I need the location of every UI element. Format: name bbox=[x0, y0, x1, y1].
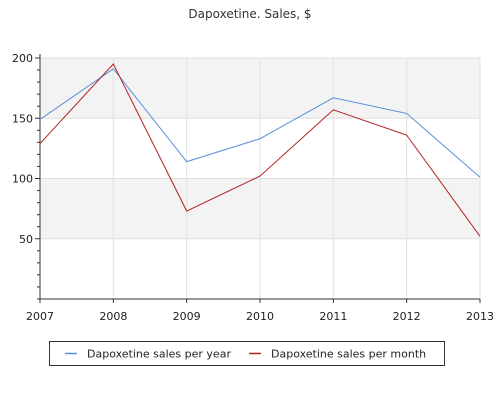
x-tick-label-2009: 2009 bbox=[173, 310, 201, 323]
x-tick-label-2013: 2013 bbox=[466, 310, 494, 323]
legend-label-1: Dapoxetine sales per month bbox=[271, 348, 426, 361]
series-line-1 bbox=[39, 63, 481, 237]
x-tick-label-2012: 2012 bbox=[393, 310, 421, 323]
x-axis-ticks: 2007 2008 2009 2010 2011 2012 2013 bbox=[26, 299, 494, 323]
series-line-0 bbox=[39, 68, 481, 178]
y-tick-label-100: 100 bbox=[12, 173, 33, 186]
x-tick-label-2008: 2008 bbox=[99, 310, 127, 323]
y-tick-label-150: 150 bbox=[12, 112, 33, 125]
legend-label-0: Dapoxetine sales per year bbox=[87, 348, 231, 361]
y-tick-label-50: 50 bbox=[19, 233, 33, 246]
x-tick-label-2007: 2007 bbox=[26, 310, 54, 323]
legend-box bbox=[49, 341, 445, 366]
legend: Dapoxetine sales per year Dapoxetine sale… bbox=[49, 341, 445, 366]
chart-title: Dapoxetine. Sales, $ bbox=[188, 7, 311, 21]
x-tick-label-2010: 2010 bbox=[246, 310, 274, 323]
y-tick-label-200: 200 bbox=[12, 52, 33, 65]
y-axis-ticks: 50 100 150 200 bbox=[12, 52, 40, 300]
series-lines bbox=[39, 63, 481, 237]
x-tick-label-2011: 2011 bbox=[319, 310, 347, 323]
